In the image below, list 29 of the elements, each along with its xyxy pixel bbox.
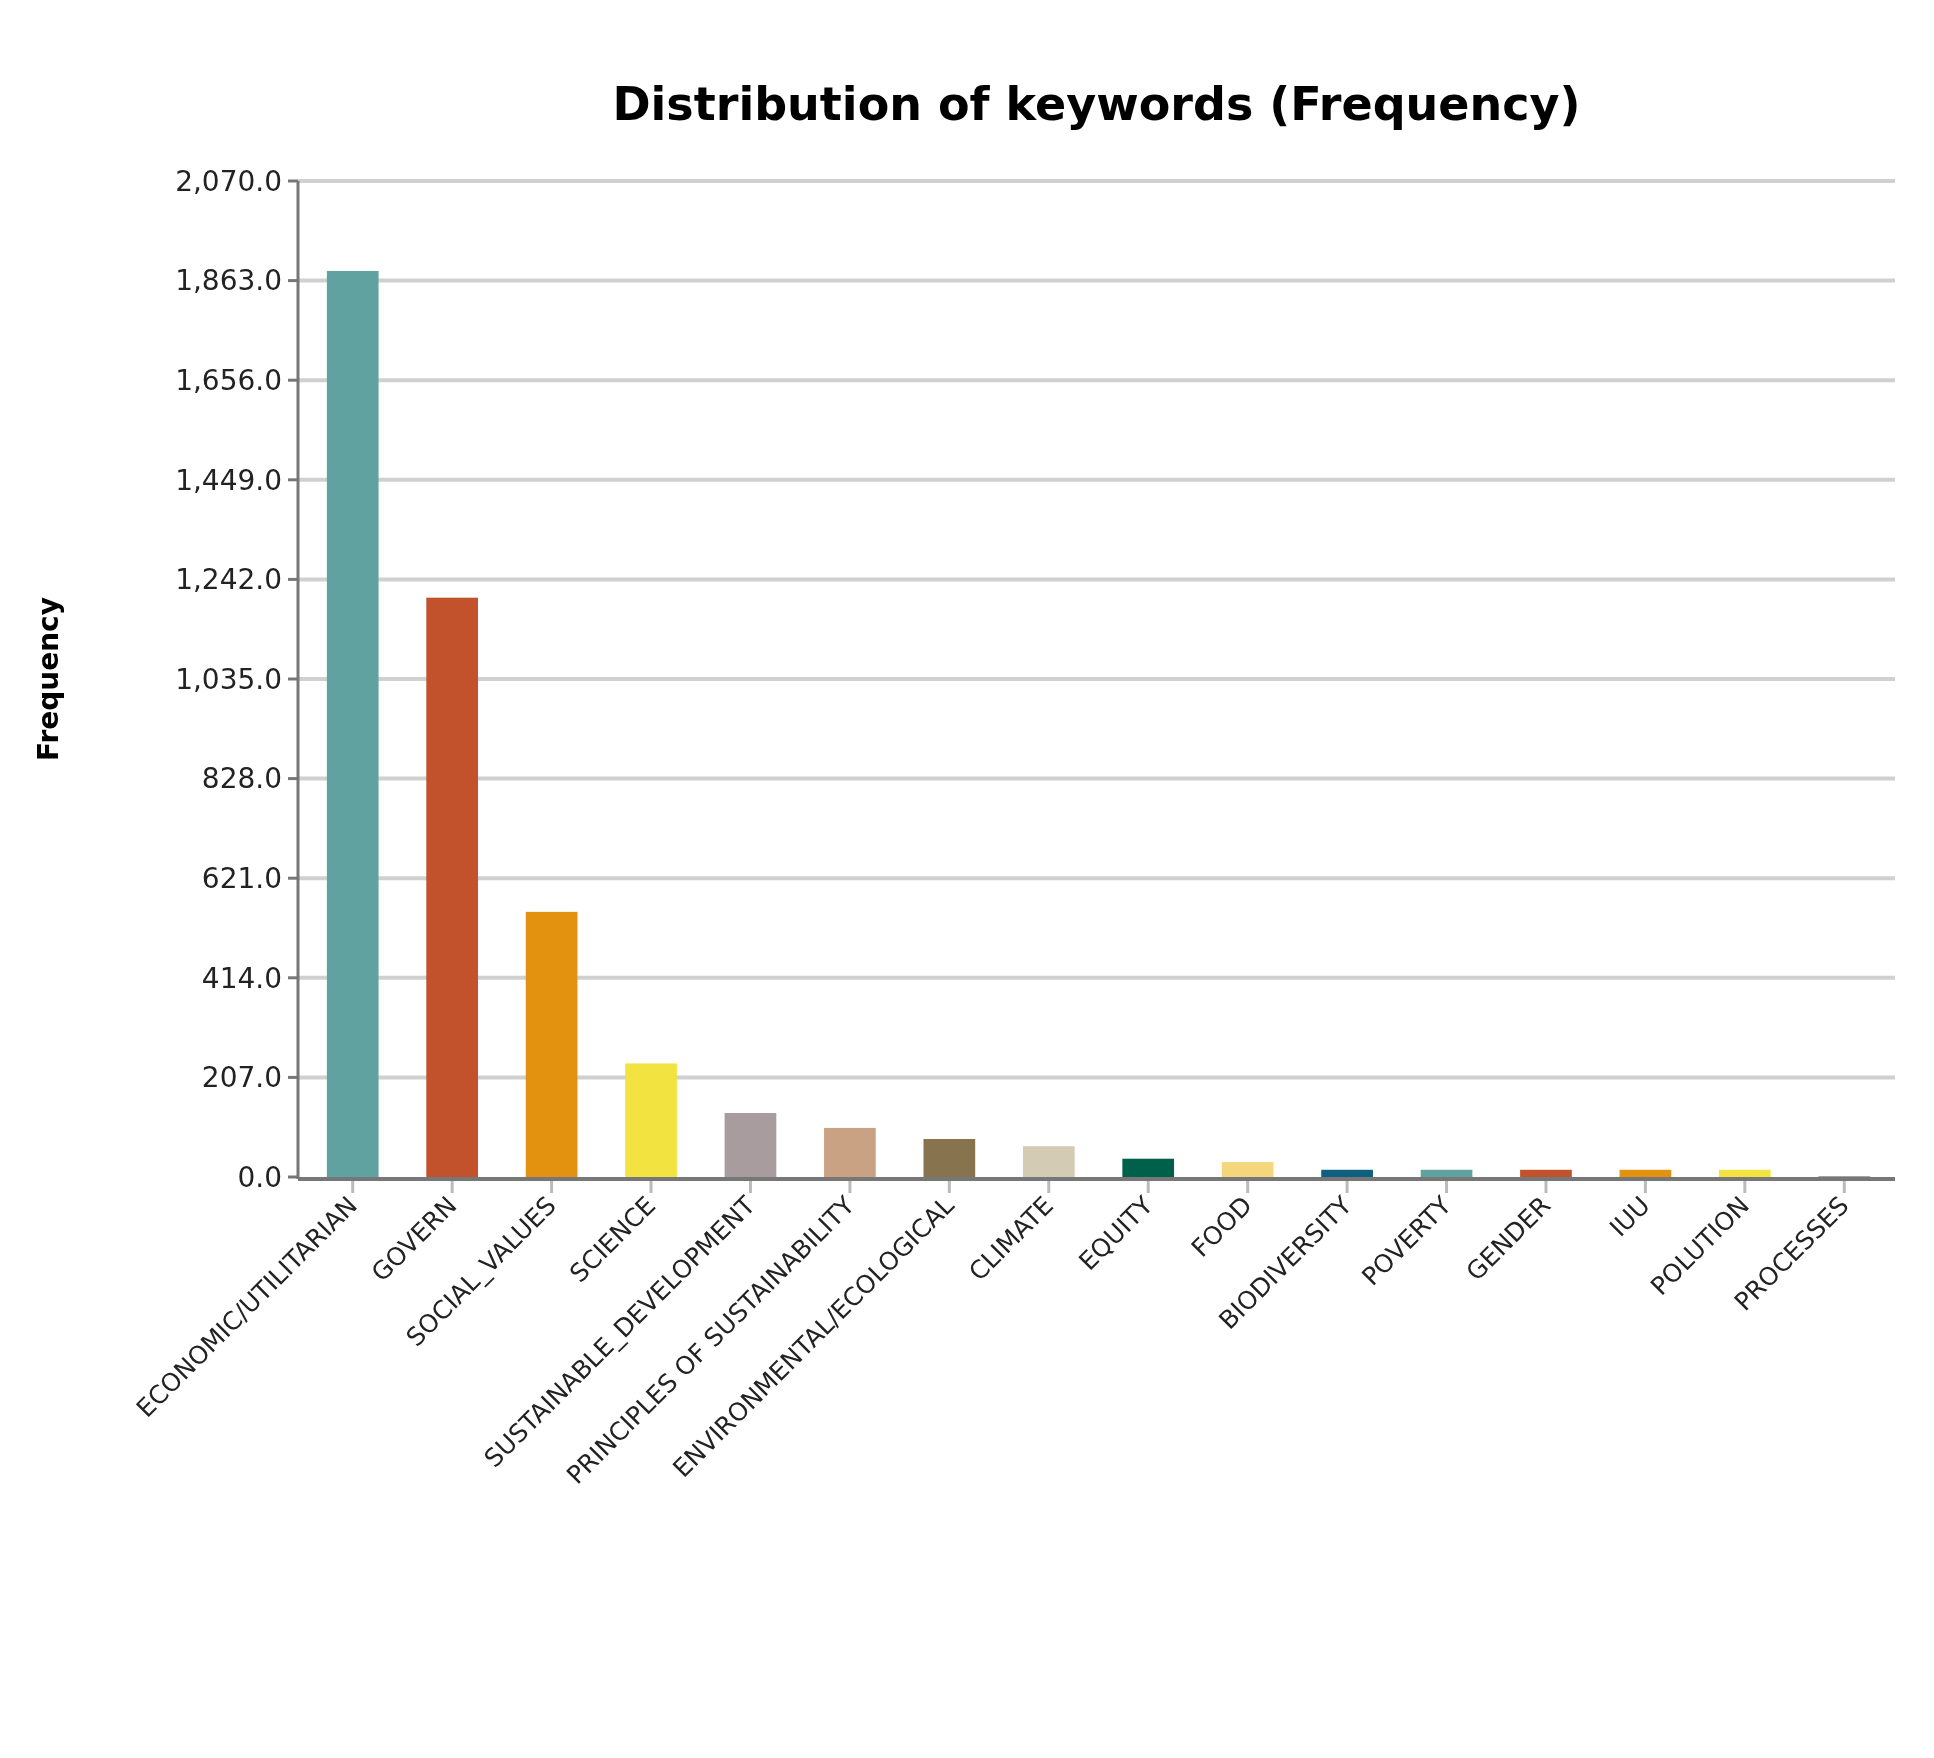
y-tick-label: 1,242.0 xyxy=(175,563,282,597)
bar xyxy=(1221,1162,1274,1177)
x-tick-label: IUU xyxy=(1604,1190,1656,1243)
y-tick-label: 828.0 xyxy=(201,762,282,796)
bar xyxy=(525,911,578,1177)
bar xyxy=(326,270,379,1177)
y-tick-label: 207.0 xyxy=(201,1061,282,1095)
y-axis-title: Frequency xyxy=(32,597,65,761)
chart-title: Distribution of keywords (Frequency) xyxy=(612,77,1581,131)
bar xyxy=(923,1138,976,1177)
bar xyxy=(1718,1169,1771,1177)
bar xyxy=(426,597,479,1177)
bar xyxy=(1619,1169,1672,1177)
bar xyxy=(824,1127,876,1177)
bar xyxy=(724,1113,777,1177)
y-tick-label: 2,070.0 xyxy=(175,164,282,198)
bar xyxy=(1122,1158,1175,1177)
y-tick-label: 1,863.0 xyxy=(175,264,282,298)
bar xyxy=(1420,1169,1473,1177)
bar xyxy=(625,1063,677,1177)
y-tick-label: 0.0 xyxy=(237,1160,282,1194)
y-tick-label: 414.0 xyxy=(201,961,282,995)
y-tick-label: 621.0 xyxy=(201,862,282,895)
bar xyxy=(1520,1169,1572,1177)
y-tick-label: 1,656.0 xyxy=(175,364,282,397)
bar xyxy=(1022,1146,1075,1177)
bar xyxy=(1321,1169,1373,1177)
y-tick-label: 1,449.0 xyxy=(175,463,282,497)
y-tick-label: 1,035.0 xyxy=(175,662,282,696)
